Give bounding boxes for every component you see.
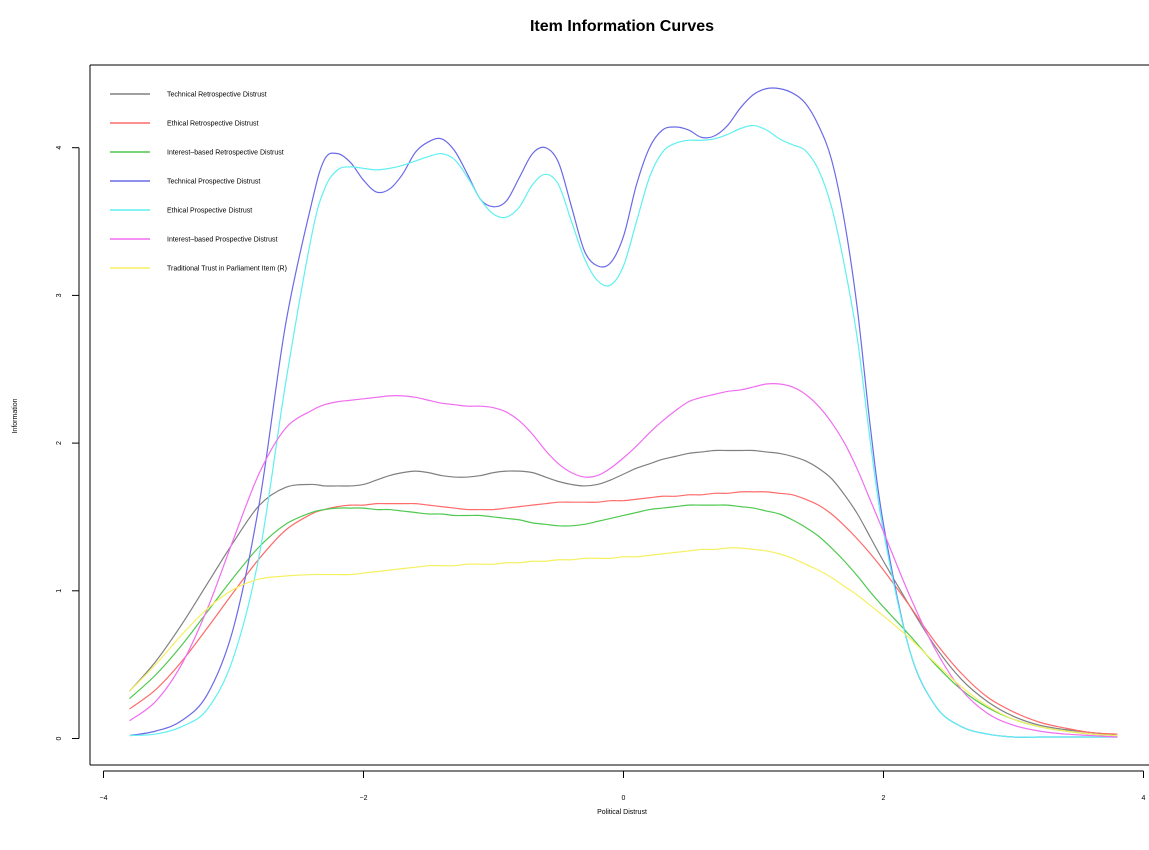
series-line-5 — [129, 124, 1118, 738]
legend-label-7: Traditional Trust in Parliament Item (R) — [167, 266, 287, 273]
series-line-1 — [129, 449, 1118, 737]
legend-label-3: Interest–based Retrospective Distrust — [167, 150, 284, 157]
series-line-4 — [129, 87, 1118, 738]
y-tick-label: 2 — [56, 441, 63, 445]
series-layer — [129, 87, 1118, 738]
legend-label-2: Ethical Retrospective Distrust — [167, 121, 258, 128]
y-tick-label: 4 — [56, 146, 63, 150]
x-tick-label: 2 — [882, 795, 886, 802]
legend-label-5: Ethical Prospective Distrust — [167, 208, 252, 215]
series-line-3 — [129, 504, 1118, 737]
chart-title: Item Information Curves — [530, 18, 714, 35]
legend-label-1: Technical Retrospective Distrust — [167, 92, 267, 99]
legend-label-6: Interest–based Prospective Distrust — [167, 237, 278, 244]
y-axis: 0 1 2 3 4 — [56, 146, 80, 740]
x-tick-label: 0 — [622, 795, 626, 802]
x-tick-label: 4 — [1142, 795, 1146, 802]
y-tick-label: 3 — [56, 293, 63, 297]
x-axis-label: Political Distrust — [597, 809, 647, 816]
legend: Technical Retrospective Distrust Ethical … — [110, 92, 287, 273]
series-line-7 — [129, 547, 1118, 737]
series-line-6 — [129, 383, 1118, 738]
y-tick-label: 1 — [56, 589, 63, 593]
series-line-2 — [129, 491, 1118, 735]
legend-label-4: Technical Prospective Distrust — [167, 179, 260, 186]
y-axis-label: Information — [12, 398, 19, 433]
x-tick-label: −2 — [360, 795, 368, 802]
x-tick-label: −4 — [100, 795, 108, 802]
x-axis: −4 −2 0 2 4 — [100, 770, 1146, 802]
y-tick-label: 0 — [56, 736, 63, 740]
